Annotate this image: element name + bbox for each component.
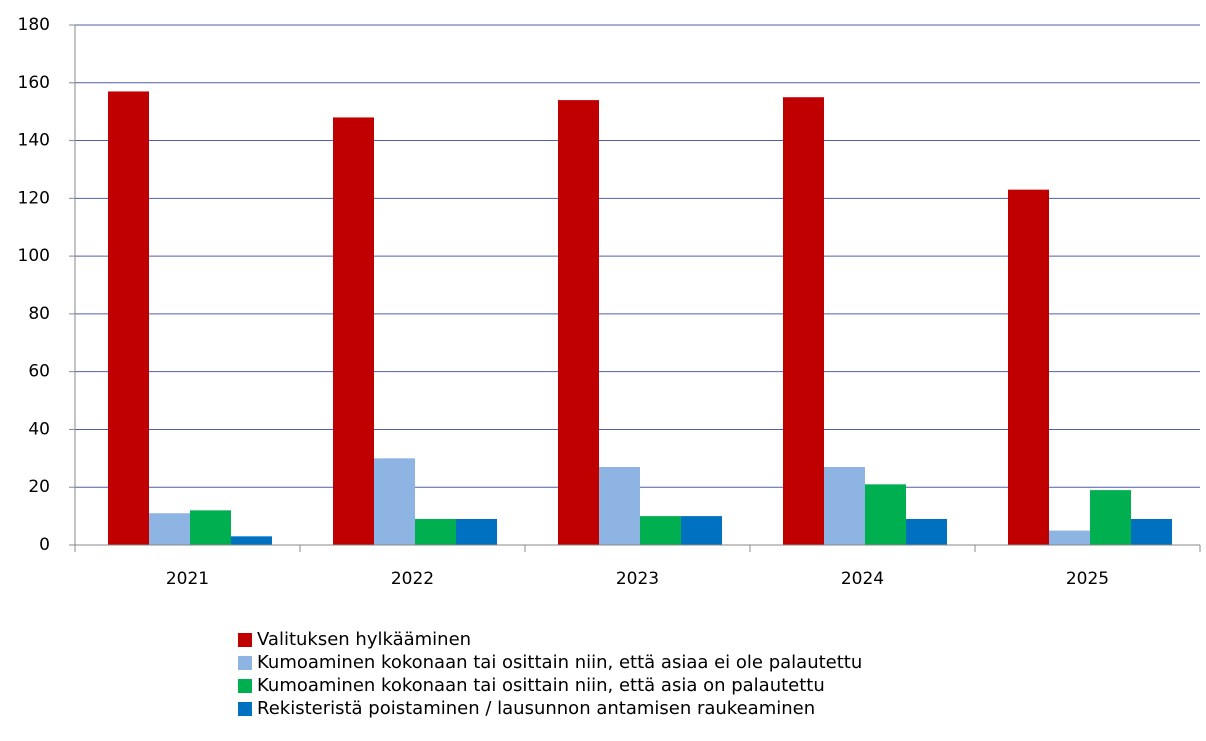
bar xyxy=(1090,490,1131,545)
legend-swatch xyxy=(238,702,252,716)
bar xyxy=(906,519,947,545)
bar xyxy=(681,516,722,545)
y-tick-label: 160 xyxy=(18,73,50,93)
bar xyxy=(1131,519,1172,545)
legend-swatch xyxy=(238,656,252,670)
x-tick-label: 2024 xyxy=(841,569,884,589)
bar xyxy=(783,97,824,545)
bar xyxy=(190,510,231,545)
x-tick-label: 2023 xyxy=(616,569,659,589)
x-tick-label: 2025 xyxy=(1066,569,1109,589)
bar xyxy=(108,91,149,545)
y-tick-label: 120 xyxy=(18,188,50,208)
bar xyxy=(599,467,640,545)
bar xyxy=(415,519,456,545)
bar xyxy=(865,484,906,545)
bar xyxy=(1008,189,1049,545)
legend-label: Kumoaminen kokonaan tai osittain niin, e… xyxy=(257,675,825,696)
x-tick-label: 2022 xyxy=(391,569,434,589)
x-tick-label: 2021 xyxy=(166,569,209,589)
legend-label: Rekisteristä poistaminen / lausunnon ant… xyxy=(257,698,815,719)
legend-label: Valituksen hylkääminen xyxy=(257,629,471,650)
y-tick-label: 20 xyxy=(28,477,50,497)
bar xyxy=(149,513,190,545)
y-tick-label: 100 xyxy=(18,246,50,266)
legend-label: Kumoaminen kokonaan tai osittain niin, e… xyxy=(257,652,862,673)
y-tick-label: 0 xyxy=(39,535,50,555)
bar xyxy=(640,516,681,545)
bar xyxy=(1049,530,1090,545)
y-tick-label: 180 xyxy=(18,15,50,35)
y-tick-label: 80 xyxy=(28,304,50,324)
bar xyxy=(824,467,865,545)
y-tick-label: 40 xyxy=(28,419,50,439)
legend-swatch xyxy=(238,679,252,693)
legend-swatch xyxy=(238,633,252,647)
bar xyxy=(333,117,374,545)
y-tick-label: 60 xyxy=(28,362,50,382)
y-tick-label: 140 xyxy=(18,131,50,151)
bar xyxy=(456,519,497,545)
bar xyxy=(231,536,272,545)
bar xyxy=(558,100,599,545)
bar xyxy=(374,458,415,545)
